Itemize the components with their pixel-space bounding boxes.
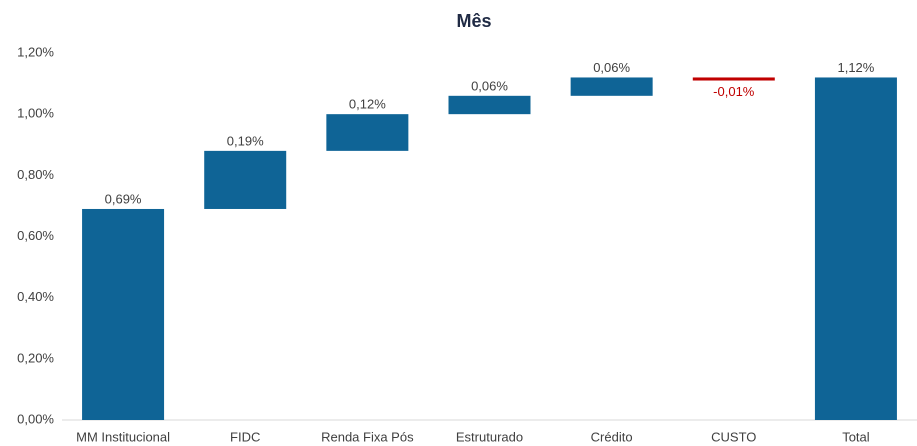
data-label: 0,69% <box>105 191 142 206</box>
x-tick-label: CUSTO <box>711 429 756 444</box>
x-tick-label: Estruturado <box>456 429 523 444</box>
x-tick-label: Crédito <box>591 429 633 444</box>
data-label: 0,12% <box>349 97 386 112</box>
bar <box>326 114 409 151</box>
data-label: 0,06% <box>471 78 508 93</box>
y-tick-label: 0,80% <box>17 167 54 182</box>
y-tick-label: 1,20% <box>17 44 54 59</box>
x-tick-label: Total <box>842 429 870 444</box>
x-tick-label: Renda Fixa Pós <box>321 429 414 444</box>
data-label: 0,06% <box>593 60 630 75</box>
y-tick-label: 0,00% <box>17 411 54 426</box>
y-tick-label: 1,00% <box>17 106 54 121</box>
x-tick-label: FIDC <box>230 429 260 444</box>
x-tick-label: MM Institucional <box>76 429 170 444</box>
y-tick-label: 0,60% <box>17 228 54 243</box>
bar <box>692 77 775 81</box>
bar <box>82 208 165 420</box>
chart-title: Mês <box>456 11 491 31</box>
data-label: 1,12% <box>837 60 874 75</box>
data-label: -0,01% <box>713 84 755 99</box>
bar <box>814 77 897 420</box>
bar <box>448 95 531 115</box>
bar <box>204 150 287 209</box>
y-tick-label: 0,20% <box>17 350 54 365</box>
data-label: 0,19% <box>227 133 264 148</box>
y-tick-label: 0,40% <box>17 289 54 304</box>
bar <box>570 77 653 96</box>
